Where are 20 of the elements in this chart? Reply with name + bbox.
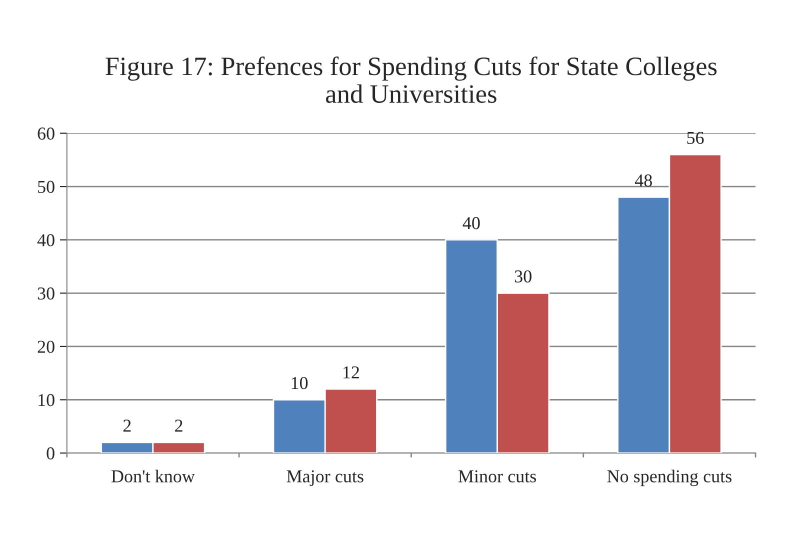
y-tick-label: 50 xyxy=(38,180,54,193)
y-tick-label: 30 xyxy=(38,287,54,300)
x-tick-label: No spending cuts xyxy=(607,470,732,486)
data-label: 10 xyxy=(292,376,308,390)
data-label: 2 xyxy=(175,420,182,432)
y-tick-label: 60 xyxy=(38,128,54,140)
y-tick-label: 10 xyxy=(38,394,54,406)
data-label: 56 xyxy=(687,132,704,144)
data-label: 2 xyxy=(123,420,131,432)
data-label: 48 xyxy=(634,174,652,187)
x-tick-label: Don't know xyxy=(111,470,195,482)
data-label: 40 xyxy=(462,217,480,230)
x-tick-label: Minor cuts xyxy=(458,470,536,482)
y-tick-label: 20 xyxy=(38,340,54,353)
data-label: 30 xyxy=(514,270,532,283)
chart-title: Figure 17: Prefences for Spending Cuts for State Colleges and Universities xyxy=(106,56,717,103)
data-label: 12 xyxy=(344,366,359,378)
x-tick-label: Major cuts xyxy=(286,470,364,486)
y-tick-label: 0 xyxy=(46,447,54,460)
y-tick-label: 40 xyxy=(37,234,54,246)
